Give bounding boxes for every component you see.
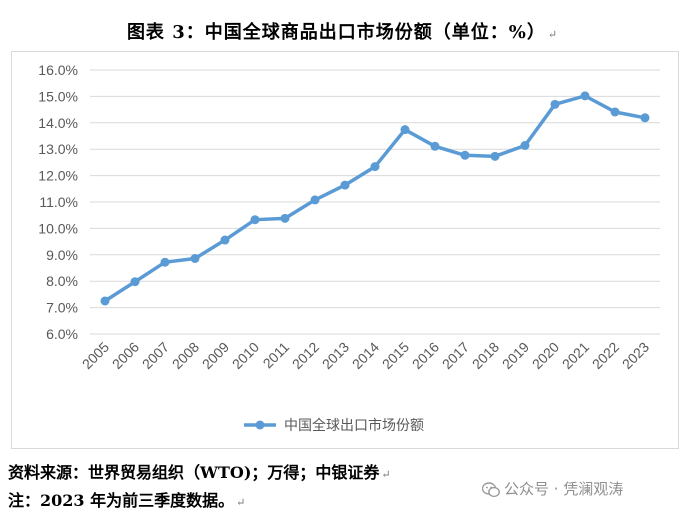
gridlines: [90, 69, 660, 335]
source-text: 资料来源：世界贸易组织（WTO)；万得；中银证券: [8, 463, 380, 482]
source-note: 资料来源：世界贸易组织（WTO)；万得；中银证券 ↵: [8, 459, 391, 483]
paragraph-mark-icon: ↵: [547, 28, 559, 41]
y-tick-label: 7.0%: [46, 300, 78, 316]
data-point: [160, 257, 170, 267]
x-tick-label: 2005: [79, 339, 112, 372]
watermark: 公众号 · 凭澜观涛: [482, 478, 623, 499]
x-tick-label: 2022: [589, 339, 622, 372]
chart-title: 图表 3：中国全球商品出口市场份额（单位：%） ↵: [0, 18, 685, 44]
data-point: [370, 162, 380, 172]
y-tick-label: 8.0%: [46, 273, 78, 289]
x-tick-label: 2009: [199, 339, 232, 372]
legend-label: 中国全球出口市场份额: [284, 417, 424, 434]
y-tick-label: 12.0%: [38, 168, 78, 184]
legend: 中国全球出口市场份额: [244, 417, 424, 434]
x-tick-label: 2015: [379, 339, 412, 372]
data-point: [130, 277, 140, 287]
data-point: [520, 141, 530, 151]
series-line: [103, 94, 647, 303]
y-axis-ticks: 6.0% 7.0% 8.0% 9.0% 10.0% 11.0% 12.0% 13.0% 14.0…: [38, 62, 78, 342]
x-tick-label: 2012: [289, 339, 322, 372]
x-tick-label: 2016: [409, 339, 442, 372]
y-tick-label: 15.0%: [38, 88, 78, 104]
data-point: [610, 107, 620, 117]
data-point: [490, 151, 500, 161]
x-tick-label: 2010: [229, 339, 262, 372]
x-tick-label: 2014: [349, 339, 382, 372]
note-text: 注：2023 年为前三季度数据。: [8, 491, 235, 510]
y-tick-label: 6.0%: [46, 326, 78, 342]
data-note: 注：2023 年为前三季度数据。 ↵: [8, 487, 245, 511]
data-point: [340, 180, 350, 190]
x-tick-label: 2013: [319, 339, 352, 372]
x-tick-label: 2011: [260, 339, 293, 372]
data-point: [220, 235, 230, 245]
data-point: [580, 91, 590, 101]
data-point: [430, 141, 440, 151]
x-tick-label: 2006: [109, 339, 142, 372]
data-point: [190, 253, 200, 263]
paragraph-mark-icon: ↵: [381, 468, 391, 481]
chart-title-text: 图表 3：中国全球商品出口市场份额（单位：%）: [126, 22, 546, 43]
watermark-text: 公众号 · 凭澜观涛: [504, 480, 624, 498]
x-tick-label: 2023: [619, 339, 652, 372]
x-axis-ticks: 2005200620072008200920102011201220132014…: [79, 339, 652, 372]
line-chart: 6.0% 7.0% 8.0% 9.0% 10.0% 11.0% 12.0% 13.0% 14.0…: [38, 62, 660, 434]
y-tick-label: 11.0%: [39, 194, 78, 210]
chart-frame: 6.0% 7.0% 8.0% 9.0% 10.0% 11.0% 12.0% 13.0% 14.0…: [11, 51, 679, 449]
y-tick-label: 10.0%: [38, 220, 78, 236]
data-point: [250, 215, 260, 225]
x-tick-label: 2007: [139, 339, 172, 372]
data-point: [550, 99, 560, 109]
wechat-icon: [482, 481, 500, 497]
data-point: [100, 296, 110, 306]
legend-marker: [255, 420, 265, 430]
paragraph-mark-icon: ↵: [236, 496, 246, 509]
x-tick-label: 2017: [439, 339, 472, 372]
x-tick-label: 2021: [559, 339, 592, 372]
data-point: [460, 150, 470, 160]
data-point: [400, 125, 410, 135]
data-point: [280, 213, 290, 223]
data-point: [640, 113, 650, 123]
x-tick-label: 2008: [169, 339, 202, 372]
data-point: [310, 195, 320, 205]
x-tick-label: 2020: [529, 339, 562, 372]
series-group: [100, 91, 650, 306]
y-tick-label: 9.0%: [46, 247, 78, 263]
x-tick-label: 2019: [499, 339, 532, 372]
x-tick-label: 2018: [469, 339, 502, 372]
y-tick-label: 14.0%: [38, 115, 78, 131]
y-tick-label: 16.0%: [38, 62, 78, 78]
y-tick-label: 13.0%: [38, 141, 78, 157]
